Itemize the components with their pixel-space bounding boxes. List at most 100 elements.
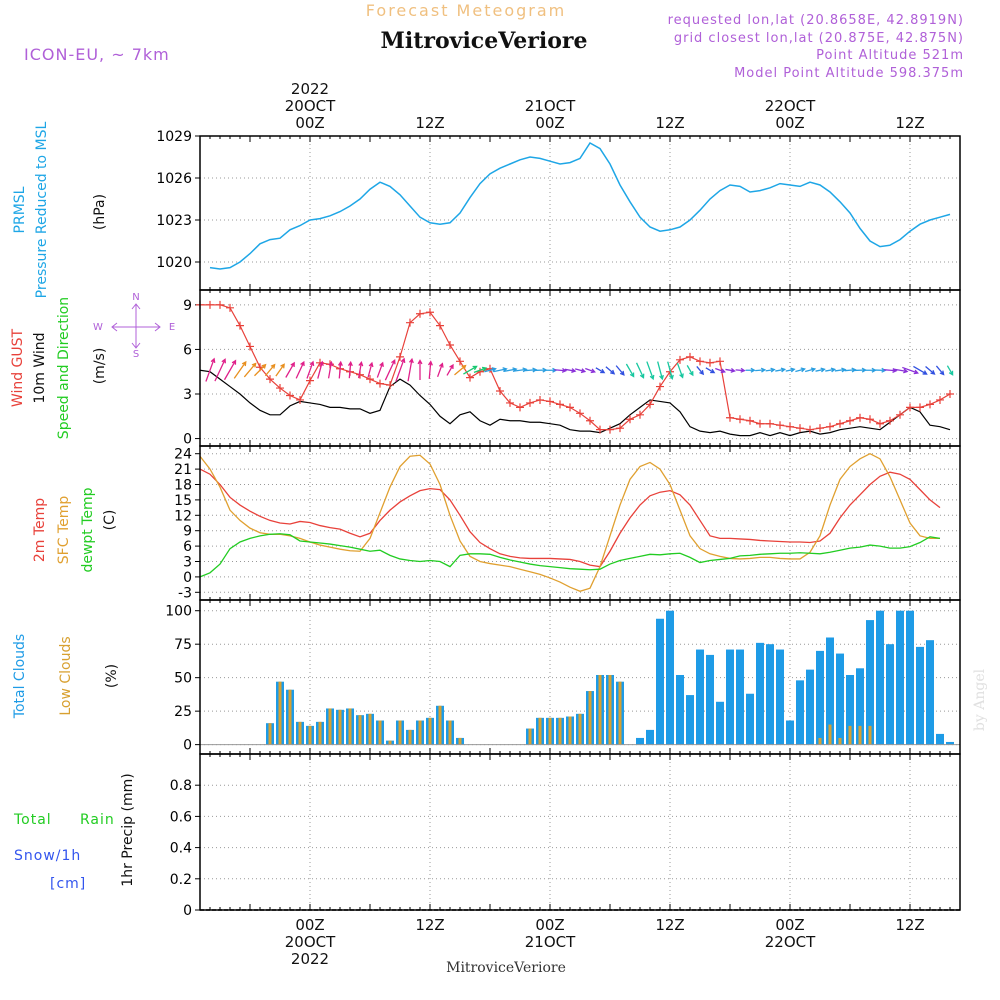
total-cloud-bar — [896, 610, 904, 745]
wind-arrow-icon — [595, 367, 606, 374]
wind-arrow-icon — [484, 367, 497, 373]
wind-arrow-icon — [605, 366, 616, 375]
wind-arrow-icon — [834, 367, 847, 373]
cloud-labels: Total Clouds Low Clouds (%) — [12, 634, 120, 719]
gust-marker — [806, 425, 814, 434]
y-tick-label: 21 — [174, 462, 192, 478]
panel-frame — [199, 753, 961, 911]
low-cloud-bar — [418, 720, 422, 745]
wind-arrow-icon — [436, 362, 444, 378]
wind-arrow-icon — [337, 360, 343, 379]
y-tick-label: 1020 — [156, 255, 192, 271]
wind-arrow-icon — [765, 367, 776, 373]
gust-marker — [876, 419, 884, 428]
wind-arrow-icon — [815, 367, 826, 373]
time-label-bottom: 00Z — [535, 916, 564, 934]
wind-arrow-icon — [625, 363, 635, 378]
model-label: ICON-EU, ~ 7km — [24, 45, 170, 64]
snow-unit-label: [cm] — [50, 876, 86, 892]
compass-arrows-icon — [111, 303, 161, 349]
y-tick-label: 0.6 — [170, 809, 192, 825]
wind-arrow-icon — [306, 360, 315, 379]
time-label-top: 12Z — [415, 114, 444, 132]
gust-marker — [446, 340, 454, 349]
wind-arrow-icon — [357, 361, 364, 379]
gust-marker — [406, 318, 414, 327]
y-tick-label: 0 — [183, 432, 192, 448]
total-cloud-bar — [906, 610, 914, 745]
low-cloud-bar — [378, 720, 382, 745]
gust-marker — [416, 309, 424, 318]
low-cloud-bar — [558, 717, 562, 745]
gust-marker — [576, 409, 584, 418]
wind-arrow-icon — [725, 368, 736, 373]
gust-marker — [236, 321, 244, 330]
low-cloud-bar — [548, 717, 552, 745]
gust-marker — [566, 403, 574, 412]
y-tick-label: 0 — [183, 738, 192, 754]
sfc-temp-label: SFC Temp — [56, 496, 72, 565]
y-tick-label: 0.4 — [170, 841, 192, 857]
gust-marker — [716, 357, 724, 366]
low-cloud-bar — [838, 737, 842, 745]
gust-marker — [466, 373, 474, 382]
compass-e: E — [169, 322, 175, 333]
gust-line — [200, 304, 951, 431]
gust-marker — [896, 410, 904, 419]
total-label: Total — [13, 812, 52, 828]
temp-unit-label: (C) — [102, 510, 118, 531]
wind-arrow-icon — [376, 361, 384, 378]
wind-arrow-icon — [676, 362, 684, 379]
gust-marker — [386, 381, 394, 390]
wind-arrow-icon — [214, 358, 226, 382]
wind-unit-label: (m/s) — [92, 348, 108, 385]
total-cloud-bar — [916, 646, 924, 745]
gust-marker — [866, 415, 874, 424]
low-cloud-bar — [578, 713, 582, 745]
total-cloud-bar — [666, 610, 674, 745]
low-cloud-bar — [588, 691, 592, 745]
gust-marker — [906, 403, 914, 412]
gust-marker — [776, 421, 784, 430]
low-cloud-bar — [618, 681, 622, 745]
wind-arrow-icon — [585, 367, 596, 374]
low-cloud-bar — [288, 689, 292, 745]
gust-marker — [626, 415, 634, 424]
station-title: MitroviceVeriore — [381, 28, 588, 54]
wind-arrow-icon — [295, 360, 305, 379]
gust-marker — [936, 395, 944, 404]
total-cloud-bar — [726, 649, 734, 745]
total-cloud-bar — [796, 680, 804, 745]
wind-arrow-icon — [407, 357, 414, 382]
gust-marker — [826, 422, 834, 431]
low-cloud-bar — [358, 715, 362, 745]
total-cloud-bar — [826, 637, 834, 745]
gust-marker — [606, 425, 614, 434]
wind-arrow-icon — [864, 367, 877, 373]
wind-arrow-icon — [844, 367, 857, 373]
wind-arrow-icon — [755, 367, 767, 373]
wind-arrow-icon — [427, 360, 433, 379]
gust-marker — [616, 424, 624, 433]
wind-line — [199, 369, 951, 437]
total-cloud-bar — [836, 653, 844, 745]
panel-frame — [199, 289, 961, 447]
wind-arrow-icon — [892, 368, 909, 374]
time-label-bottom: 22OCT — [765, 933, 816, 951]
gust-marker — [266, 375, 274, 384]
y-tick-label: -3 — [178, 585, 192, 601]
gust-marker — [676, 355, 684, 364]
wind-arrow-icon — [384, 359, 396, 381]
dewpt-label: dewpt Temp — [80, 487, 96, 572]
y-tick-label: 18 — [174, 478, 192, 494]
gust-marker — [886, 416, 894, 425]
low-cloud-bar — [448, 720, 452, 745]
low-cloud-bar — [828, 724, 832, 745]
low-cloud-bar — [388, 740, 392, 745]
y-tick-label: 6 — [183, 342, 192, 358]
low-cloud-bar — [848, 725, 852, 745]
wind-arrow-icon — [667, 361, 674, 381]
gust-marker — [286, 391, 294, 400]
point-altitude: Point Altitude 521m — [816, 48, 964, 63]
total-cloud-bar — [756, 642, 764, 745]
